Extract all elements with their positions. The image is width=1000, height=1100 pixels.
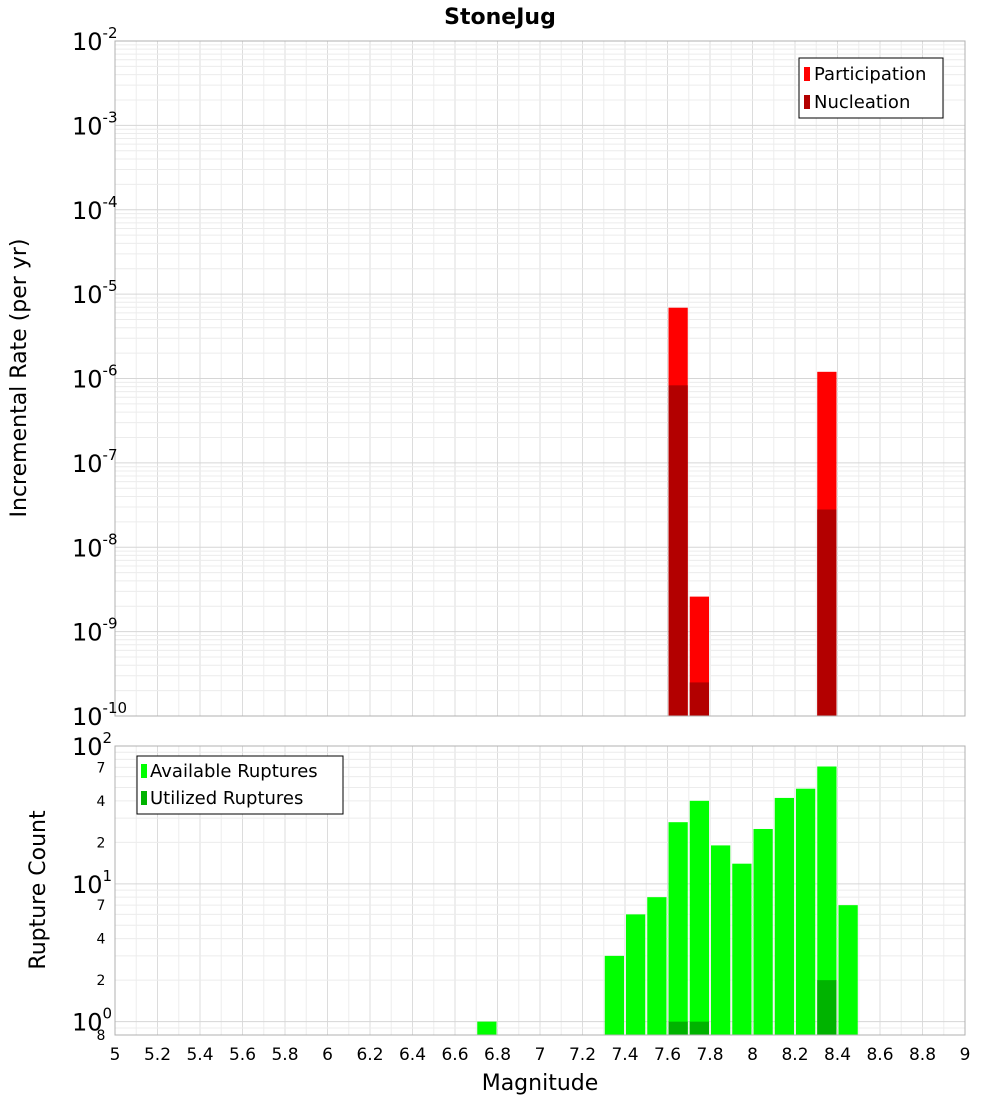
x-tick-label: 5.6 <box>229 1045 256 1065</box>
x-tick-label: 5.4 <box>186 1045 213 1065</box>
legend-label-available: Available Ruptures <box>150 761 318 782</box>
x-tick-label: 5.8 <box>271 1045 298 1065</box>
legend-swatch-participation <box>804 67 810 81</box>
top-panel-frame <box>114 40 966 717</box>
y-minor-tick-label: 2 <box>97 973 106 989</box>
y-minor-tick-label: 4 <box>97 932 106 948</box>
y-tick-label: 100 <box>72 1005 112 1037</box>
bar-available-ruptures <box>477 1021 497 1035</box>
bar-available-ruptures <box>626 914 646 1035</box>
top-panel-grid <box>114 40 966 717</box>
x-tick-label: 6.2 <box>356 1045 383 1065</box>
x-tick-label: 8 <box>747 1045 758 1065</box>
bar-available-ruptures <box>668 822 688 1035</box>
legend-swatch-nucleation <box>804 95 810 109</box>
legend-label-participation: Participation <box>814 64 926 85</box>
bar-available-ruptures <box>838 905 858 1035</box>
y-tick-label: 10-10 <box>72 699 127 731</box>
y-tick-label: 10-4 <box>72 193 118 225</box>
x-tick-label: 7 <box>535 1045 546 1065</box>
y-tick-label: 10-2 <box>72 24 118 56</box>
legend-swatch-utilized <box>141 791 147 805</box>
bar-utilized-ruptures <box>689 1021 709 1035</box>
y-minor-tick-label: 2 <box>97 835 106 851</box>
bar-available-ruptures <box>817 766 837 1035</box>
bottom-legend: Available Ruptures Utilized Ruptures <box>136 755 344 815</box>
top-panel-y-tick-labels: 10-10 10-9 10-8 10-7 10-6 10-5 10-4 10-3 10-2 <box>72 24 127 731</box>
y-minor-tick-label: 4 <box>97 794 106 810</box>
x-tick-label: 7.8 <box>696 1045 723 1065</box>
bar-nucleation <box>689 682 709 716</box>
x-tick-label: 6 <box>322 1045 333 1065</box>
bar-available-ruptures <box>753 828 773 1035</box>
x-tick-label: 6.4 <box>399 1045 426 1065</box>
bottom-panel-y-tick-labels: 100 101 102 8 2 4 7 2 4 7 <box>72 729 112 1044</box>
bar-available-ruptures <box>796 788 816 1035</box>
top-legend: Participation Nucleation <box>798 57 944 119</box>
legend-label-utilized: Utilized Ruptures <box>150 788 303 809</box>
y-tick-label: 10-6 <box>72 362 118 394</box>
bar-available-ruptures <box>604 955 624 1035</box>
legend-swatch-available <box>141 764 147 778</box>
bottom-legend-box <box>136 755 344 815</box>
x-tick-label: 6.6 <box>441 1045 468 1065</box>
y-tick-label: 10-7 <box>72 446 118 478</box>
x-tick-label: 7.2 <box>569 1045 596 1065</box>
bottom-y-axis-label: Rupture Count <box>26 810 51 970</box>
bar-utilized-ruptures <box>668 1021 688 1035</box>
bar-nucleation <box>817 509 837 716</box>
x-axis-tick-labels: 5 5.2 5.4 5.6 5.8 6 6.2 6.4 6.6 6.8 7 7.2 7.4 7.6 7.8 8… <box>110 1045 971 1065</box>
y-minor-tick-label: 7 <box>97 898 106 914</box>
legend-label-nucleation: Nucleation <box>814 92 910 113</box>
top-y-axis-label: Incremental Rate (per yr) <box>7 239 32 518</box>
x-tick-label: 7.4 <box>611 1045 638 1065</box>
x-tick-label: 7.6 <box>654 1045 681 1065</box>
y-tick-label: 101 <box>72 867 112 899</box>
x-axis-label: Magnitude <box>482 1071 599 1096</box>
x-tick-label: 9 <box>960 1045 971 1065</box>
bottom-panel-frame <box>114 745 966 1036</box>
bar-nucleation <box>668 385 688 716</box>
x-tick-label: 6.8 <box>484 1045 511 1065</box>
x-tick-label: 8.4 <box>824 1045 851 1065</box>
x-tick-label: 8.8 <box>909 1045 936 1065</box>
top-legend-box <box>798 57 944 119</box>
bottom-panel-bars <box>477 766 858 1035</box>
bar-available-ruptures <box>774 797 794 1035</box>
x-tick-label: 8.2 <box>781 1045 808 1065</box>
y-tick-label: 10-9 <box>72 615 118 647</box>
y-tick-label: 10-5 <box>72 277 118 309</box>
y-minor-tick-label: 8 <box>97 1028 106 1044</box>
x-tick-label: 8.6 <box>866 1045 893 1065</box>
y-tick-label: 10-8 <box>72 530 118 562</box>
x-tick-label: 5.2 <box>144 1045 171 1065</box>
bar-utilized-ruptures <box>817 980 837 1035</box>
bar-available-ruptures <box>732 863 752 1035</box>
chart-title: StoneJug <box>444 5 556 30</box>
y-tick-label: 10-3 <box>72 108 118 140</box>
y-tick-label: 102 <box>72 729 112 761</box>
top-panel-bars <box>668 307 837 716</box>
x-tick-label: 5 <box>110 1045 121 1065</box>
bar-available-ruptures <box>689 800 709 1035</box>
bar-available-ruptures <box>647 897 667 1035</box>
y-minor-tick-label: 7 <box>97 760 106 776</box>
bar-available-ruptures <box>711 845 731 1035</box>
